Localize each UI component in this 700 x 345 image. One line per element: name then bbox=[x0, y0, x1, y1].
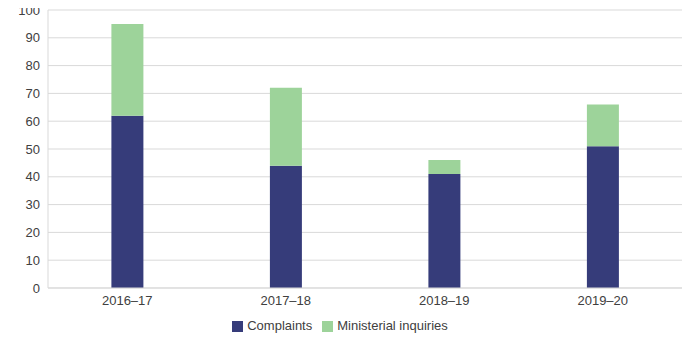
svg-text:20: 20 bbox=[26, 225, 40, 240]
svg-text:100: 100 bbox=[18, 8, 40, 18]
svg-text:50: 50 bbox=[26, 142, 40, 157]
svg-text:0: 0 bbox=[33, 281, 40, 296]
svg-text:70: 70 bbox=[26, 86, 40, 101]
svg-text:90: 90 bbox=[26, 30, 40, 45]
svg-text:2019–20: 2019–20 bbox=[577, 293, 628, 308]
svg-text:80: 80 bbox=[26, 58, 40, 73]
svg-text:60: 60 bbox=[26, 114, 40, 129]
svg-text:30: 30 bbox=[26, 197, 40, 212]
svg-text:40: 40 bbox=[26, 169, 40, 184]
svg-text:10: 10 bbox=[26, 253, 40, 268]
html-text:Complaints: Complaints bbox=[247, 318, 313, 333]
html-text:Ministerial inquiries: Ministerial inquiries bbox=[337, 318, 448, 333]
svg-text:2017–18: 2017–18 bbox=[260, 293, 311, 308]
svg-text:2018–19: 2018–19 bbox=[419, 293, 470, 308]
svg-text:2016–17: 2016–17 bbox=[102, 293, 153, 308]
